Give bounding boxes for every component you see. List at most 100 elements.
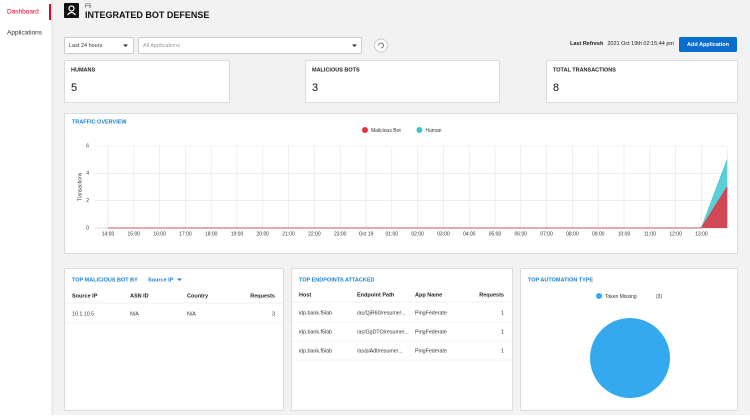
stat-card [64, 60, 230, 103]
legend-swatch [362, 127, 368, 133]
x-tick-label: 22:00 [308, 231, 321, 237]
x-tick-label: 13:00 [695, 231, 708, 237]
x-tick-label: Oct 19 [359, 231, 374, 237]
x-tick-label: 21:00 [282, 231, 295, 237]
x-tick-label: 07:00 [540, 231, 553, 237]
x-tick-label: 16:00 [153, 231, 166, 237]
legend-label: Token Missing [605, 294, 637, 300]
table-title: TOP ENDPOINTS ATTACKED [299, 277, 375, 283]
table-cell: N/A [187, 311, 196, 317]
x-tick-label: 10:00 [618, 231, 631, 237]
table-cell: /as/GgDTO/resume/... [357, 329, 409, 335]
sidebar [0, 0, 52, 415]
x-tick-label: 05:00 [489, 231, 502, 237]
stat-label: HUMANS [71, 67, 95, 73]
column-header: ASN ID [130, 293, 149, 299]
stat-label: MALICIOUS BOTS [312, 67, 360, 73]
x-tick-label: 01:00 [386, 231, 399, 237]
last-refresh-time: 2021 Oct 19th 02:15:44 pm [607, 41, 674, 47]
traffic-card [64, 113, 738, 254]
x-tick-label: 06:00 [515, 231, 528, 237]
traffic-chart: 0 2 4 6 14:00 15:00 16:00 17:00 18:00 19:00 20:00 2… [86, 127, 728, 237]
stat-value: 5 [71, 82, 77, 94]
legend-swatch [596, 293, 602, 299]
chart-title: TRAFFIC OVERVIEW [72, 119, 127, 125]
logo-icon [68, 5, 75, 12]
time-select-value[interactable]: Last 24 hours [69, 43, 103, 49]
chart-title: TOP AUTOMATION TYPE [528, 277, 593, 283]
table-cell: idp.bank.f5lab [299, 329, 332, 335]
line [108, 186, 728, 229]
tables: Source IP ASN ID Country Requests 10.1.10.5 N… [65, 292, 512, 361]
y-tick-label: 0 [86, 225, 89, 231]
column-header: App Name [415, 292, 442, 298]
table-cell: PingFederate [415, 348, 447, 354]
table-cell: 1 [501, 310, 504, 316]
x-tick-label: 15:00 [128, 231, 141, 237]
stat-value: 8 [553, 82, 559, 94]
table-cell: idp.bank.f5lab [299, 310, 332, 316]
table-cell: idp.bank.f5lab [299, 348, 332, 354]
table-cell: 3 [272, 311, 275, 317]
table-dropdown[interactable]: Source IP [148, 277, 174, 283]
table-cell: /as/piAdt/resume/... [357, 348, 403, 354]
x-tick-label: 14:00 [102, 231, 115, 237]
active-indicator [49, 4, 51, 20]
legend-swatch [416, 127, 423, 133]
x-tick-label: 08:00 [566, 231, 579, 237]
stat-label: TOTAL TRANSACTIONS [553, 67, 616, 73]
table-cell: PingFederate [415, 329, 447, 335]
table-cell: 1 [501, 329, 504, 335]
legend-label: Malicious Bot [371, 128, 401, 134]
x-tick-label: 02:00 [411, 231, 424, 237]
add-application-button[interactable] [679, 37, 737, 52]
column-header: Source IP [72, 293, 98, 299]
column-header: Requests [479, 292, 504, 298]
app-select[interactable] [138, 37, 362, 54]
stat-value: 3 [312, 82, 318, 94]
table-cell: /as/QjR60/resume/... [357, 310, 406, 316]
table-card [291, 268, 513, 411]
pie-chart: Token Missing (3) [590, 293, 670, 398]
table-cell: 1 [501, 348, 504, 354]
nav-dashboard[interactable]: Dashboard [7, 9, 39, 16]
legend-label: Human [425, 128, 441, 134]
last-refresh-label: Last Refresh [570, 41, 604, 47]
table-cell: N/A [130, 311, 139, 317]
time-select[interactable] [64, 37, 134, 54]
app-title: INTEGRATED BOT DEFENSE [85, 10, 209, 20]
x-tick-label: 17:00 [179, 231, 192, 237]
column-header: Requests [250, 293, 275, 299]
y-tick-label: 6 [86, 143, 89, 149]
x-tick-label: 20:00 [257, 231, 270, 237]
x-tick-label: 09:00 [592, 231, 605, 237]
logo-icon [67, 11, 76, 16]
x-tick-label: 12:00 [669, 231, 682, 237]
table-title: TOP MALICIOUS BOT BY [72, 277, 138, 283]
table-cell: 10.1.10.5 [72, 311, 94, 317]
refresh-button[interactable] [374, 38, 388, 53]
app-select-value[interactable]: All Applications [143, 43, 180, 49]
stat-card [305, 60, 500, 103]
x-tick-label: 19:00 [231, 231, 244, 237]
y-tick-label: 2 [86, 198, 89, 204]
pie-slice [590, 318, 670, 398]
y-tick-label: 4 [86, 171, 89, 177]
x-tick-label: 03:00 [437, 231, 450, 237]
nav-applications[interactable]: Applications [7, 30, 43, 37]
column-header: Country [187, 293, 209, 299]
table-cell: PingFederate [415, 310, 447, 316]
caret [123, 44, 128, 47]
x-tick-label: 23:00 [334, 231, 347, 237]
x-tick-label: 18:00 [205, 231, 218, 237]
legend-value: (3) [656, 294, 662, 300]
brand: F5 [85, 3, 91, 9]
column-header: Host [299, 292, 311, 298]
column-header: Endpoint Path [357, 292, 395, 298]
table-card [64, 268, 284, 411]
caret [177, 278, 182, 281]
refresh-icon [378, 42, 384, 49]
caret [352, 44, 357, 47]
add-application-label[interactable]: Add Application [687, 42, 730, 48]
